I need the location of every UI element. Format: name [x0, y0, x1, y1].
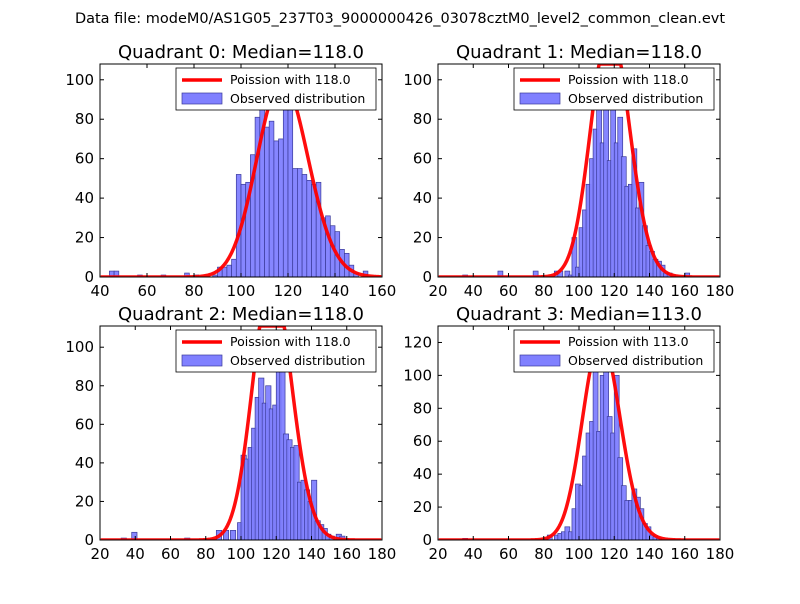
quadrant-3-legend-hist-swatch: [519, 354, 561, 367]
quadrant-0-bar-19: [273, 140, 279, 278]
quadrant-0-xtick-label-4: 120: [274, 282, 303, 300]
quadrant-0-legend-hist-swatch: [181, 92, 223, 105]
quadrant-1-xtick-label-8: 180: [706, 282, 735, 300]
quadrant-0-bar-26: [306, 180, 312, 278]
quadrant-3-title: Quadrant 3: Median=113.0: [456, 304, 702, 325]
quadrant-2-xtick-label-7: 160: [332, 545, 361, 563]
quadrant-3-ytick-label-6: 120: [403, 333, 432, 351]
quadrant-3-xtick-label-4: 100: [565, 545, 594, 563]
quadrant-0-bar-25: [301, 174, 308, 278]
quadrant-2-xtick-label-0: 20: [90, 545, 109, 563]
quadrant-1-legend-hist-swatch: [519, 92, 561, 105]
quadrant-0-ytick-label-5: 100: [65, 71, 94, 89]
quadrant-0-poisson-line: [100, 78, 382, 277]
quadrant-1-ytick-label-0: 0: [422, 268, 432, 286]
quadrant-2-xtick-label-3: 80: [196, 545, 215, 563]
quadrant-1-xtick-label-2: 60: [499, 282, 518, 300]
quadrant-3-xtick-label-5: 120: [600, 545, 629, 563]
quadrant-1-ytick-label-4: 80: [413, 110, 432, 128]
quadrant-3-legend-line-label: Poission with 113.0: [568, 334, 689, 349]
quadrant-1-legend-hist-label: Observed distribution: [568, 91, 703, 106]
quadrant-3-xtick-label-0: 20: [428, 545, 447, 563]
quadrant-0-xtick-label-6: 160: [368, 282, 397, 300]
quadrant-0-bar-18: [268, 120, 275, 278]
quadrant-0-ytick-label-1: 20: [75, 229, 94, 247]
quadrant-1-ytick-label-3: 60: [413, 150, 432, 168]
quadrant-0-chart: 40 60 80 100 120 140 160 0 20 40 60 80 100 Quadrant 0…: [65, 42, 396, 300]
quadrant-1-title: Quadrant 1: Median=118.0: [456, 42, 702, 63]
quadrant-0-xtick-label-5: 140: [321, 282, 350, 300]
quadrant-2-ytick-label-0: 0: [84, 531, 94, 549]
quadrant-3-legend-hist-label: Observed distribution: [568, 353, 703, 368]
quadrant-0-bar-24: [297, 168, 303, 278]
quadrant-2-ytick-label-2: 40: [75, 454, 94, 472]
quadrant-0-legend-line-label: Poission with 118.0: [230, 72, 351, 87]
quadrant-2-xtick-label-2: 60: [161, 545, 180, 563]
quadrant-2-xtick-label-8: 180: [368, 545, 397, 563]
quadrant-2-legend-line-label: Poission with 118.0: [230, 334, 351, 349]
quadrant-0-bar-20: [278, 138, 284, 278]
quadrant-2-ytick-label-1: 20: [75, 492, 94, 510]
quadrant-2-title: Quadrant 2: Median=118.0: [118, 304, 364, 325]
quadrant-1-xtick-label-6: 140: [635, 282, 664, 300]
quadrant-3-xtick-label-7: 160: [670, 545, 699, 563]
quadrant-3-ytick-label-1: 20: [413, 498, 432, 516]
quadrant-2-chart: 20 40 60 80 100 120 140 160 180020406080100Quadr…: [65, 304, 396, 563]
quadrant-2-xtick-label-6: 140: [297, 545, 326, 563]
quadrant-1-ytick-label-5: 100: [403, 71, 432, 89]
quadrant-0-bar-21: [282, 99, 289, 278]
quadrant-0-ytick-label-3: 60: [75, 150, 94, 168]
quadrant-0-bar-12: [240, 183, 247, 278]
quadrant-1-xtick-label-1: 40: [464, 282, 483, 300]
quadrant-3-ytick-label-3: 60: [413, 432, 432, 450]
quadrant-1-xtick-label-0: 20: [428, 282, 447, 300]
quadrant-0-ytick-label-4: 80: [75, 110, 94, 128]
quadrant-3-ytick-label-0: 0: [422, 531, 432, 549]
quadrant-0-ytick-label-2: 40: [75, 189, 94, 207]
quadrant-3-ytick-label-4: 80: [413, 399, 432, 417]
quadrant-0-bar-9: [226, 264, 232, 278]
quadrant-0-xtick-label-1: 60: [137, 282, 156, 300]
quadrant-1-xtick-label-3: 80: [534, 282, 553, 300]
quadrant-2-legend-hist-label: Observed distribution: [230, 353, 365, 368]
quadrant-3-xtick-label-8: 180: [706, 545, 735, 563]
figure-title: Data file: modeM0/AS1G05_237T03_90000004…: [75, 11, 725, 27]
quadrant-1-xtick-label-5: 120: [600, 282, 629, 300]
quadrant-1-xtick-label-4: 100: [565, 282, 594, 300]
quadrant-3-xtick-label-2: 60: [499, 545, 518, 563]
quadrant-0-bar-23: [292, 168, 298, 278]
quadrant-2-ytick-label-5: 100: [65, 338, 94, 356]
quadrant-0-xtick-label-3: 100: [227, 282, 256, 300]
quadrant-3-chart: 20 40 60 80 100 120 140 160 180020406080100120Qu…: [403, 304, 734, 563]
quadrant-3-xtick-label-1: 40: [464, 545, 483, 563]
quadrant-1-legend-line-label: Poission with 118.0: [568, 72, 689, 87]
quadrant-2-ytick-label-4: 80: [75, 377, 94, 395]
quadrant-1-poisson-line: [438, 64, 720, 277]
quadrant-0-bar-17: [264, 126, 270, 278]
quadrant-0-xtick-label-2: 80: [184, 282, 203, 300]
quadrant-0-xtick-label-0: 40: [90, 282, 109, 300]
quadrant-0-legend-hist-label: Observed distribution: [230, 91, 365, 106]
quadrant-0-ytick-label-0: 0: [84, 268, 94, 286]
quadrant-2-poisson-line: [100, 326, 382, 540]
quadrant-1-ytick-label-2: 40: [413, 189, 432, 207]
quadrant-2-xtick-label-1: 40: [126, 545, 145, 563]
quadrant-2-legend-hist-swatch: [181, 354, 223, 367]
quadrant-2-ytick-label-3: 60: [75, 415, 94, 433]
quadrant-1-xtick-label-7: 160: [670, 282, 699, 300]
quadrant-2-xtick-label-4: 100: [227, 545, 256, 563]
quadrant-1-chart: 20 40 60 80 100 120 140 160 180020406080100Quadr…: [403, 42, 734, 300]
quadrant-3-xtick-label-6: 140: [635, 545, 664, 563]
quadrant-2-bar-5: [230, 530, 237, 541]
quadrant-0-title: Quadrant 0: Median=118.0: [118, 42, 364, 63]
quadrant-1-ytick-label-1: 20: [413, 229, 432, 247]
quadrant-3-ytick-label-5: 100: [403, 366, 432, 384]
quadrant-3-ytick-label-2: 40: [413, 465, 432, 483]
quadrant-0-bar-27: [311, 183, 317, 278]
quadrant-2-xtick-label-5: 120: [262, 545, 291, 563]
quadrant-0-bar-10: [231, 258, 237, 278]
quadrant-3-xtick-label-3: 80: [534, 545, 553, 563]
